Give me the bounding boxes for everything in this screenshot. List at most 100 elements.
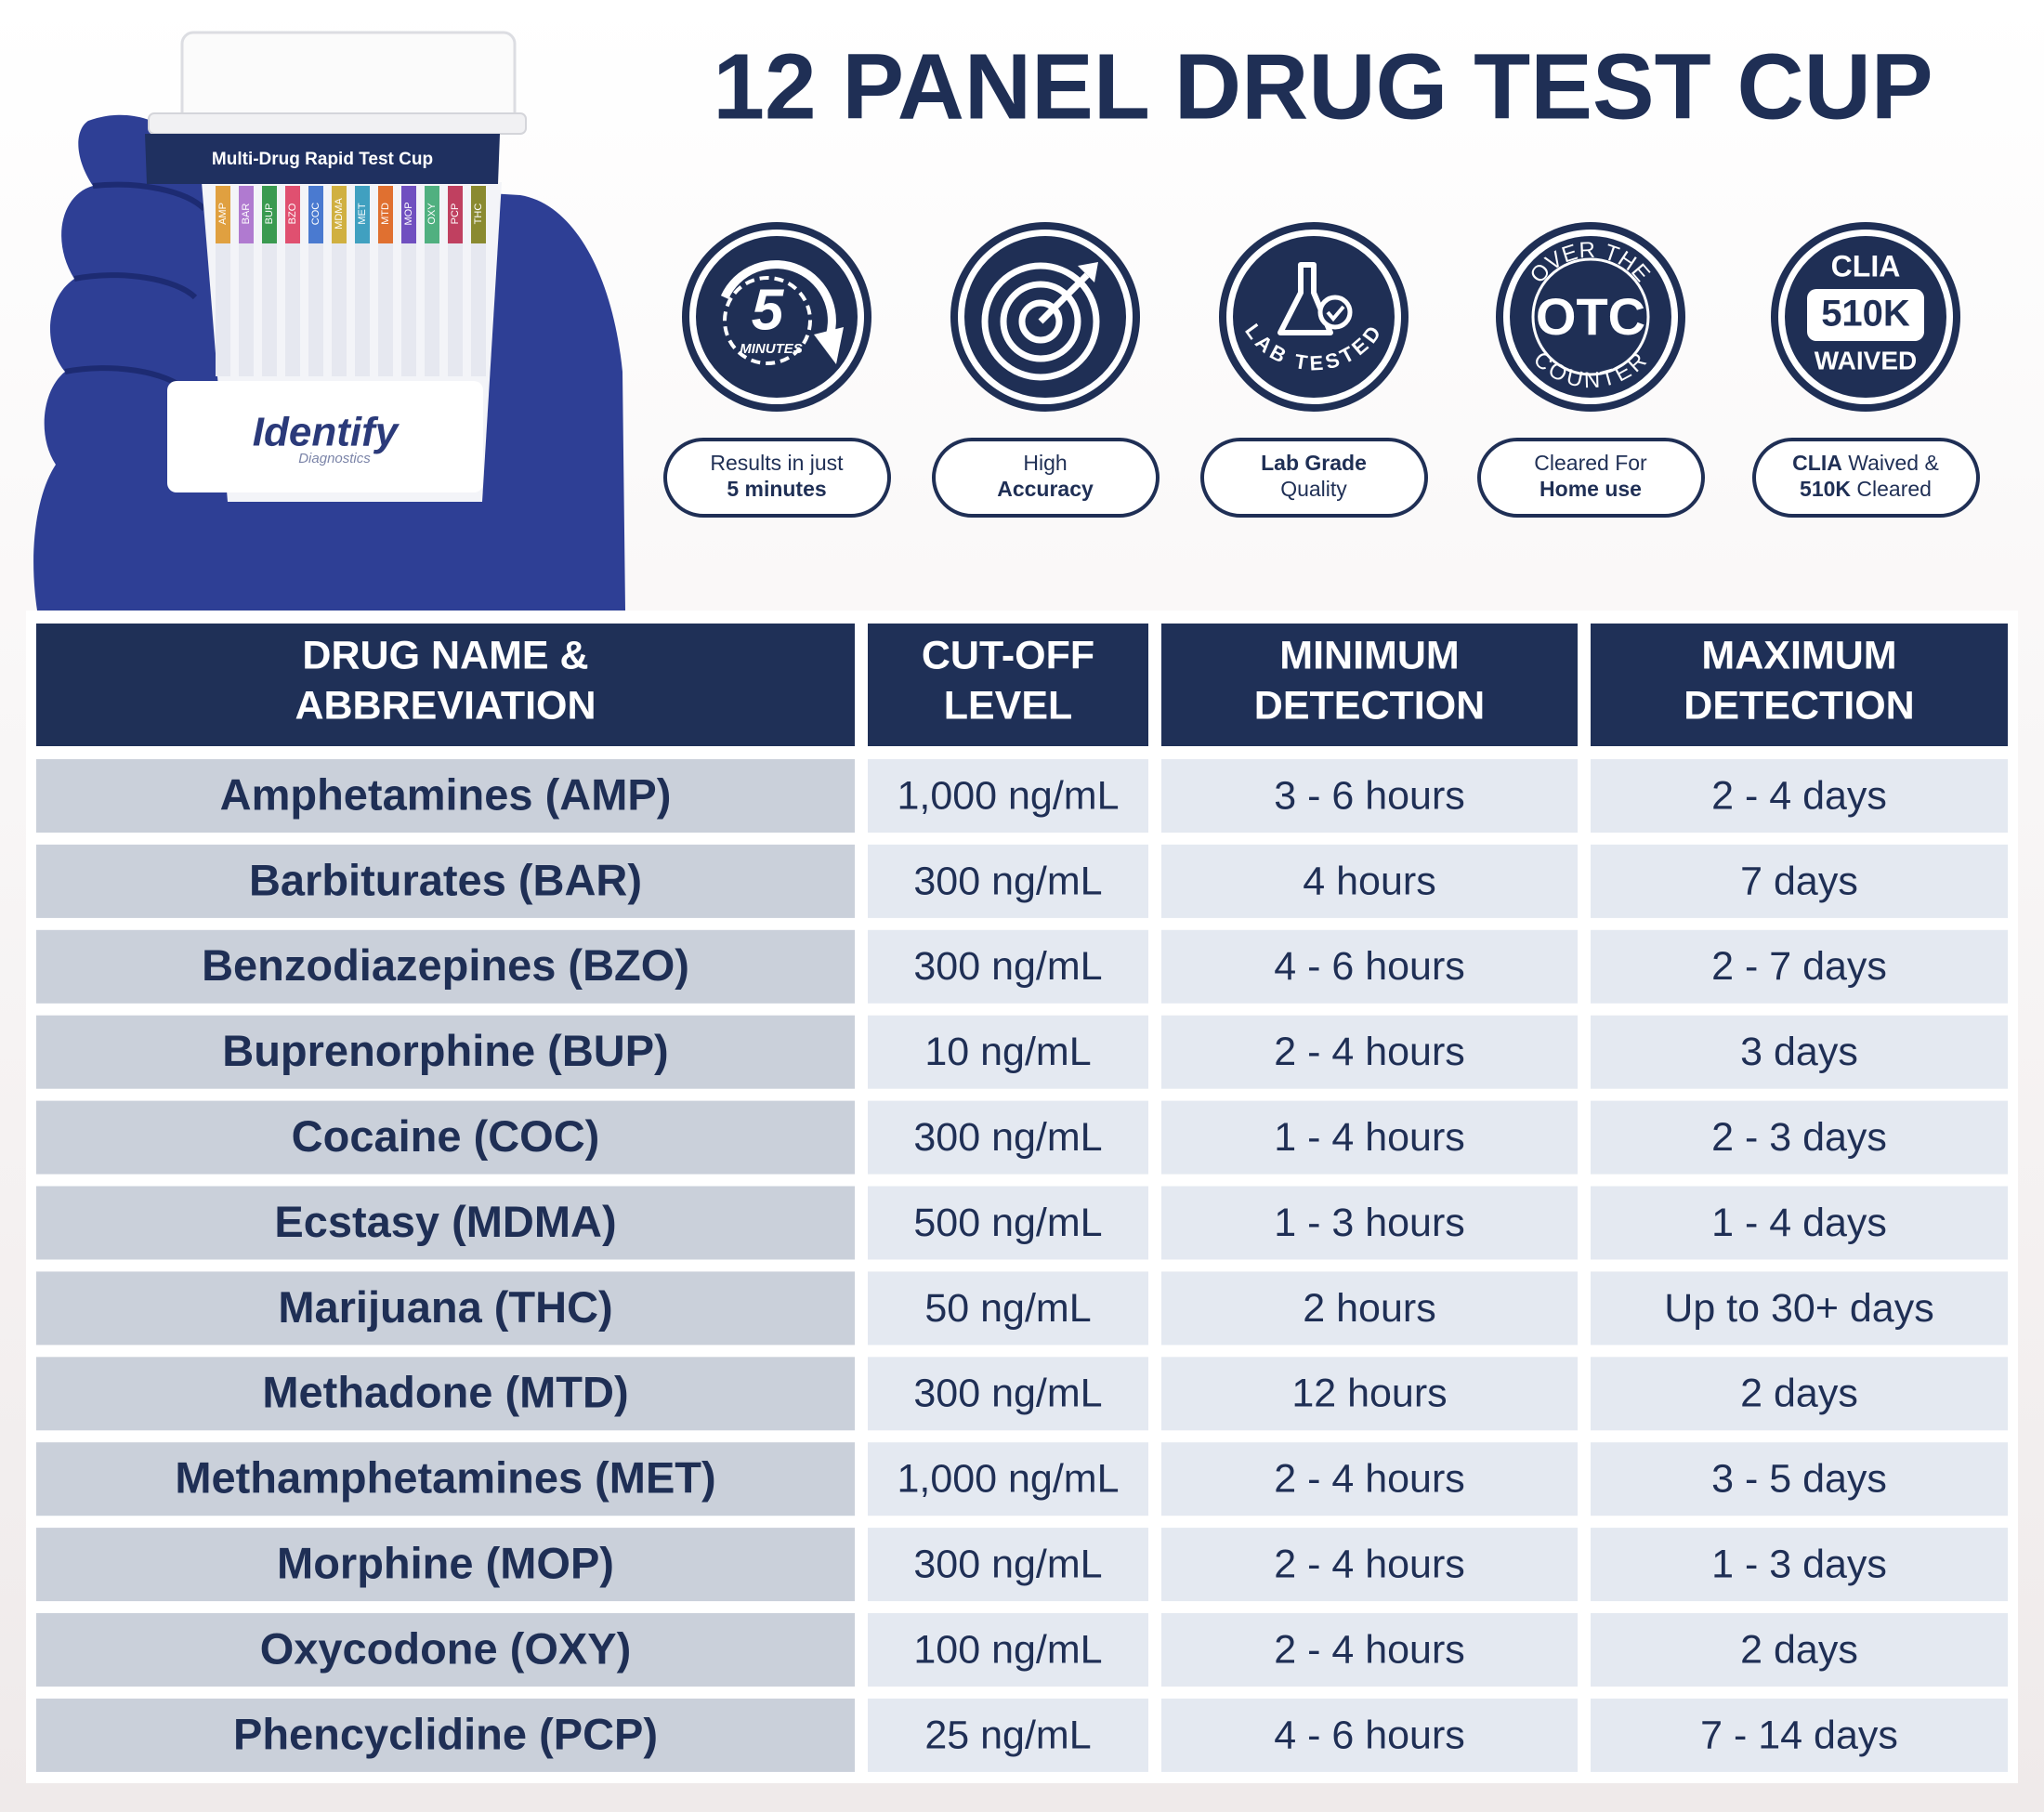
badge-caption-part: CLIA xyxy=(1792,451,1842,475)
badge-caption-part: Cleared xyxy=(1856,477,1932,501)
strip-label: BZO xyxy=(287,203,298,224)
table-cell xyxy=(36,759,855,833)
column-header: DETECTION xyxy=(1254,683,1485,728)
cell-text: 3 - 6 hours xyxy=(1274,773,1465,818)
table-cell xyxy=(868,929,1148,1004)
table-cell xyxy=(1591,1357,2008,1431)
cell-text: 4 - 6 hours xyxy=(1274,1713,1465,1757)
badge-caption-part: Waived & xyxy=(1848,451,1939,475)
cell-text: 2 - 3 days xyxy=(1711,1115,1887,1160)
cell-text: 4 hours xyxy=(1303,859,1435,903)
table-cell xyxy=(1161,1015,1578,1089)
table-cell xyxy=(1161,1528,1578,1602)
product-image: Multi-Drug Rapid Test Cup AMP BAR BUP BZO CO… xyxy=(33,31,625,611)
table-cell xyxy=(36,844,855,918)
strip-color xyxy=(216,186,230,243)
cell-text: 7 days xyxy=(1740,859,1858,903)
badge-caption: Lab Grade xyxy=(1261,451,1367,475)
cell-text: 2 - 4 hours xyxy=(1274,1542,1465,1586)
cell-text: 3 - 5 days xyxy=(1711,1457,1887,1502)
table-cell xyxy=(868,1100,1148,1175)
table-cell xyxy=(36,1442,855,1517)
badge: OVER THE OTC COUNTER Cleared For Home us… xyxy=(1477,222,1705,518)
cup-lid-rim xyxy=(148,112,527,135)
badge-icon-text: CLIA xyxy=(1831,249,1901,282)
badge-caption: 5 minutes xyxy=(727,477,826,501)
strip-label: COC xyxy=(310,203,321,226)
table-cell xyxy=(1591,1186,2008,1260)
strip-label: MOP xyxy=(403,202,414,225)
cell-text: 2 - 4 hours xyxy=(1274,1627,1465,1672)
badge-caption: Home use xyxy=(1540,477,1642,501)
cell-text: 1,000 ng/mL xyxy=(897,773,1119,818)
column-header: DRUG NAME & xyxy=(302,633,588,677)
cell-text: 1 - 3 days xyxy=(1711,1542,1887,1586)
table-cell xyxy=(36,1613,855,1687)
strip-label: OXY xyxy=(426,203,438,225)
column-header: ABBREVIATION xyxy=(295,683,596,728)
table-cell xyxy=(1591,1271,2008,1346)
header-cell xyxy=(868,624,1148,746)
badge-icon-text: 5 xyxy=(752,278,785,342)
strip-color xyxy=(285,186,300,243)
cell-text: 2 days xyxy=(1740,1372,1858,1416)
drug-name: Buprenorphine (BUP) xyxy=(222,1026,668,1075)
table-cell xyxy=(1161,1100,1578,1175)
cell-text: 300 ng/mL xyxy=(913,1372,1102,1416)
drug-name: Marijuana (THC) xyxy=(278,1282,612,1332)
table-cell xyxy=(1591,929,2008,1004)
header-cell xyxy=(1591,624,2008,746)
table-cell xyxy=(1161,929,1578,1004)
badge: CLIA 510K WAIVED CLIA Waived & 510K Clea… xyxy=(1752,222,1980,518)
table-cell xyxy=(1591,1613,2008,1687)
drug-name: Methamphetamines (MET) xyxy=(175,1453,715,1503)
table-cell xyxy=(1591,759,2008,833)
cell-text: 3 days xyxy=(1740,1030,1858,1074)
cell-text: 500 ng/mL xyxy=(913,1201,1102,1245)
strip-label: BUP xyxy=(264,204,275,225)
drug-name: Ecstasy (MDMA) xyxy=(274,1197,616,1246)
table-cell xyxy=(1161,1613,1578,1687)
drug-name: Barbiturates (BAR) xyxy=(249,855,642,904)
table-cell xyxy=(1161,1698,1578,1772)
table-cell xyxy=(868,759,1148,833)
column-header: MINIMUM xyxy=(1279,633,1459,677)
table-cell xyxy=(1591,1442,2008,1517)
cup-lid xyxy=(180,31,517,127)
cell-text: 4 - 6 hours xyxy=(1274,944,1465,989)
strip-color xyxy=(332,186,347,243)
table-cell xyxy=(868,1613,1148,1687)
badge-caption: 510K Cleared xyxy=(1800,477,1932,501)
drug-name: Amphetamines (AMP) xyxy=(220,769,672,819)
badge: LAB TESTED Lab Grade Quality xyxy=(1200,222,1428,518)
strip-color xyxy=(401,186,416,243)
table-cell xyxy=(868,1357,1148,1431)
badge-caption: Cleared For xyxy=(1534,451,1647,475)
table-cell xyxy=(1591,1015,2008,1089)
table-cell xyxy=(36,1100,855,1175)
cell-text: 1 - 3 hours xyxy=(1274,1201,1465,1245)
strip-color xyxy=(239,186,254,243)
strip-color xyxy=(378,186,393,243)
strip-color xyxy=(425,186,439,243)
cell-text: 300 ng/mL xyxy=(913,1115,1102,1160)
table-cell xyxy=(868,1015,1148,1089)
cell-text: 7 - 14 days xyxy=(1700,1713,1898,1757)
strip-color xyxy=(471,186,486,243)
cell-text: Up to 30+ days xyxy=(1664,1286,1933,1331)
column-header: CUT-OFF xyxy=(922,633,1094,677)
badge: High Accuracy xyxy=(932,222,1160,518)
cell-text: 300 ng/mL xyxy=(913,859,1102,903)
strip-label: BAR xyxy=(241,204,252,225)
column-header: LEVEL xyxy=(944,683,1073,728)
table-cell xyxy=(36,1271,855,1346)
drug-name: Cocaine (COC) xyxy=(292,1111,600,1161)
strip-color xyxy=(308,186,323,243)
cup-label xyxy=(167,381,483,492)
cell-text: 300 ng/mL xyxy=(913,1542,1102,1586)
cell-text: 12 hours xyxy=(1291,1372,1447,1416)
strip-label: MDMA xyxy=(334,198,345,230)
title: 12 PANEL DRUG TEST CUP xyxy=(713,34,1933,138)
badge-icon-text: OTC xyxy=(1536,287,1645,346)
